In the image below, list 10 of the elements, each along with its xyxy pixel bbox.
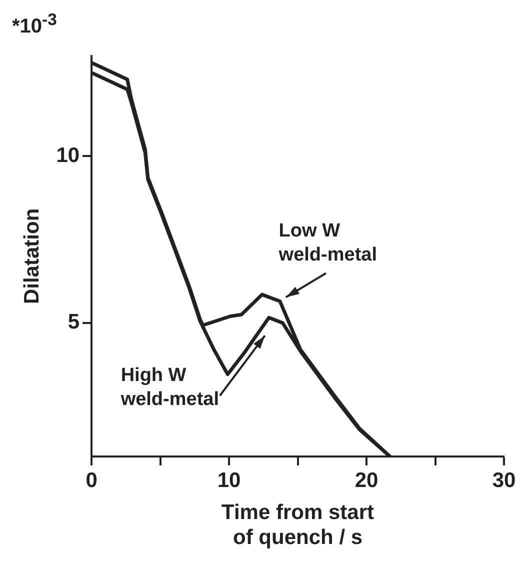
x-tick-label: 0 [86,468,98,492]
x-tick-label: 10 [217,468,241,492]
text: *10$^{-3}$ [12,10,57,39]
series-label: Low W weld-metal [278,220,378,266]
y-tick-label: 5 [68,310,80,334]
x-axis-title: Time from start of quench / s [222,500,374,550]
x-tick-label: 30 [492,468,516,492]
series-label: High W weld-metal [120,364,220,410]
x-tick-label: 20 [354,468,378,492]
y-axis-title: Dilatation [20,208,44,304]
